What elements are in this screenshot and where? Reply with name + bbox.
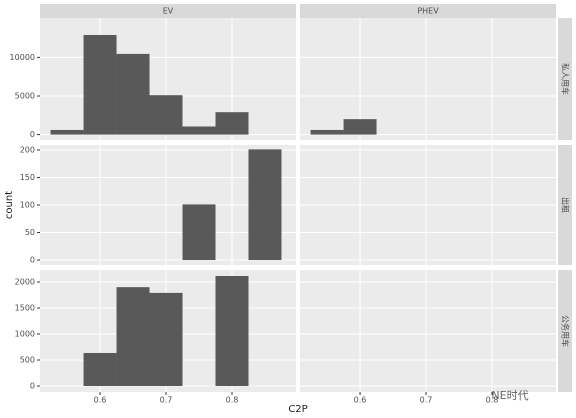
- row-strip-label: 公务用车: [561, 315, 571, 347]
- panel: [300, 18, 556, 140]
- bar: [215, 112, 249, 135]
- strip-label: EV: [163, 7, 174, 16]
- x-tick-label: 0.8: [486, 396, 499, 405]
- x-axis-label: C2P: [288, 404, 307, 415]
- panel: [300, 270, 556, 392]
- strip: [300, 4, 556, 18]
- bar: [310, 129, 344, 135]
- row-strip-label: 私人用车: [561, 63, 571, 95]
- y-tick-label: 0: [30, 382, 35, 391]
- bar: [50, 129, 84, 135]
- row-strip: [558, 145, 572, 265]
- y-tick-label: 150: [20, 173, 35, 182]
- y-axis-label: count: [4, 191, 15, 219]
- bar: [149, 292, 183, 387]
- y-tick-label: 100: [20, 201, 35, 210]
- row-strip-label: 出租: [561, 197, 571, 213]
- bar: [248, 149, 282, 261]
- x-tick-label: 0.7: [160, 396, 173, 405]
- strip: [40, 4, 296, 18]
- bar: [83, 34, 117, 135]
- bar: [182, 126, 216, 135]
- x-tick-label: 0.8: [226, 396, 239, 405]
- x-tick-label: 0.6: [94, 396, 107, 405]
- y-tick-label: 50: [25, 228, 35, 237]
- bar: [182, 204, 216, 261]
- strip-label: PHEV: [417, 7, 439, 16]
- bar: [83, 352, 117, 387]
- y-tick-label: 10000: [10, 53, 35, 62]
- bar: [116, 53, 150, 135]
- x-tick-label: 0.7: [420, 396, 433, 405]
- bar: [149, 95, 183, 135]
- y-tick-label: 500: [20, 356, 35, 365]
- row-strip: [558, 18, 572, 140]
- y-tick-label: 1000: [15, 329, 35, 338]
- y-tick-label: 0: [30, 256, 35, 265]
- watermark: NE时代: [491, 389, 528, 402]
- y-tick-label: 2000: [15, 277, 35, 286]
- y-tick-label: 200: [20, 145, 35, 154]
- x-tick-label: 0.6: [354, 396, 367, 405]
- bar: [116, 287, 150, 387]
- bar: [343, 119, 377, 135]
- bar: [215, 275, 249, 387]
- y-tick-label: 0: [30, 130, 35, 139]
- y-tick-label: 5000: [15, 91, 35, 100]
- y-tick-label: 1500: [15, 303, 35, 312]
- row-strip: [558, 270, 572, 392]
